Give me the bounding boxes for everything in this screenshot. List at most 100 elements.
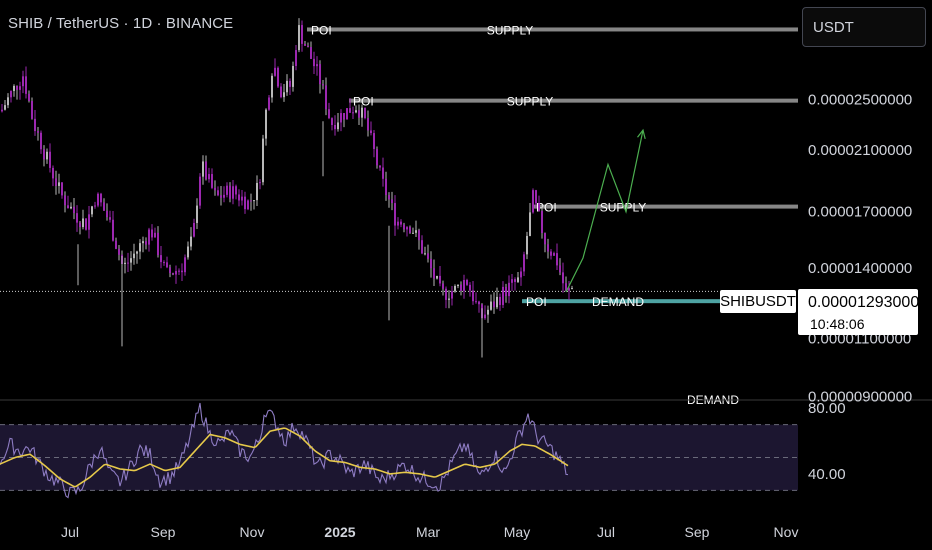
candle-body [124, 262, 126, 265]
candle-body [547, 244, 549, 252]
projection-path [565, 130, 644, 293]
candle-body [241, 196, 243, 201]
candle-body [469, 284, 471, 291]
candle-body [400, 221, 402, 225]
candle-body [151, 229, 153, 238]
candle-body [226, 185, 228, 195]
candle-body [208, 174, 210, 180]
candle-body [103, 202, 105, 211]
candle-body [271, 75, 273, 98]
candle-body [163, 262, 165, 264]
candle-body [31, 100, 33, 119]
candle-body [247, 200, 249, 210]
candle-body [556, 253, 558, 266]
poi-label: POI [353, 95, 374, 109]
candle-body [7, 97, 9, 106]
candle-body [484, 314, 486, 319]
candle-body [232, 186, 234, 199]
poi-label: POI [526, 295, 547, 309]
candle-body [553, 253, 555, 256]
time-axis-label: Nov [240, 524, 265, 540]
candle-body [118, 248, 120, 255]
candle-body [76, 213, 78, 223]
candle-body [22, 76, 24, 87]
candle-body [445, 288, 447, 300]
bar-countdown: 10:48:06 [810, 316, 865, 332]
candle-body [211, 174, 213, 188]
candle-body [355, 110, 357, 113]
candle-body [301, 25, 303, 44]
candle-body [334, 124, 336, 130]
symbol-title: SHIB / TetherUS · 1D · BINANCE [8, 15, 234, 32]
candle-body [433, 268, 435, 279]
candle-body [361, 107, 363, 118]
candle-body [244, 196, 246, 210]
candle-body [286, 80, 288, 93]
candle-body [34, 118, 36, 132]
candle-body [568, 288, 570, 291]
time-axis-label: Sep [685, 524, 710, 540]
candle-body [505, 286, 507, 297]
currency-button[interactable]: USDT [802, 7, 926, 47]
price-axis-label: 0.00001400000 [808, 260, 912, 277]
candle-body [562, 272, 564, 284]
candle-body [175, 271, 177, 275]
candle-body [187, 246, 189, 258]
last-price-value: 0.00001293000 [808, 294, 920, 311]
candle-body [181, 270, 183, 273]
candle-body [343, 113, 345, 120]
candle-body [493, 301, 495, 308]
candle-body [169, 267, 171, 274]
candle-body [292, 65, 294, 87]
price-axis-label: 0.00001700000 [808, 204, 912, 221]
supply-label: SUPPLY [487, 23, 533, 37]
candle-body [79, 222, 81, 228]
candle-body [328, 109, 330, 119]
candle-body [100, 193, 102, 203]
candle-body [325, 85, 327, 110]
candle-body [496, 296, 498, 308]
candle-body [268, 97, 270, 110]
candle-body [475, 301, 477, 303]
candle-body [184, 257, 186, 273]
projection-arrowhead [637, 128, 646, 140]
candle-body [91, 206, 93, 215]
candle-body [379, 165, 381, 168]
time-axis-label: Sep [151, 524, 176, 540]
candle-body [322, 84, 324, 86]
candle-body [154, 232, 156, 238]
candle-body [544, 233, 546, 245]
supply-zone-line [532, 204, 798, 209]
time-axis-label: Jul [61, 524, 79, 540]
candle-body [394, 203, 396, 226]
candle-body [61, 182, 63, 196]
candle-body [157, 232, 159, 256]
candle-body [448, 298, 450, 300]
candle-body [238, 194, 240, 201]
rsi-axis-label: 80.00 [808, 400, 846, 417]
symbol-price-tag: SHIBUSDT [720, 290, 796, 313]
candle-body [205, 161, 207, 180]
candle-body [190, 236, 192, 247]
candle-body [442, 283, 444, 289]
price-axis-label: 0.00002500000 [808, 91, 912, 108]
candle-body [277, 67, 279, 87]
candle-body [376, 149, 378, 166]
candle-body [52, 167, 54, 179]
candle-body [538, 203, 540, 211]
candle-body [457, 284, 459, 287]
candle-body [502, 286, 504, 305]
candle-body [337, 122, 339, 130]
candle-body [10, 90, 12, 98]
candle-body [70, 206, 72, 209]
candle-body [145, 241, 147, 245]
demand-zone-line [522, 299, 720, 304]
candle-body [265, 109, 267, 139]
candle-body [331, 118, 333, 125]
candle-body [229, 185, 231, 199]
candle-body [430, 258, 432, 269]
candle-body [94, 205, 96, 207]
candle-body [364, 107, 366, 119]
